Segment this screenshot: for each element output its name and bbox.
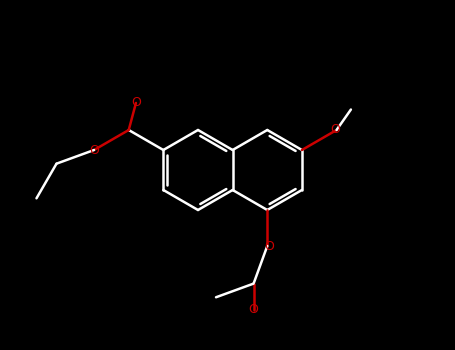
- Text: O: O: [264, 239, 274, 252]
- Text: O: O: [249, 303, 258, 316]
- Text: O: O: [89, 145, 99, 158]
- Text: O: O: [131, 97, 141, 110]
- Text: O: O: [331, 124, 340, 136]
